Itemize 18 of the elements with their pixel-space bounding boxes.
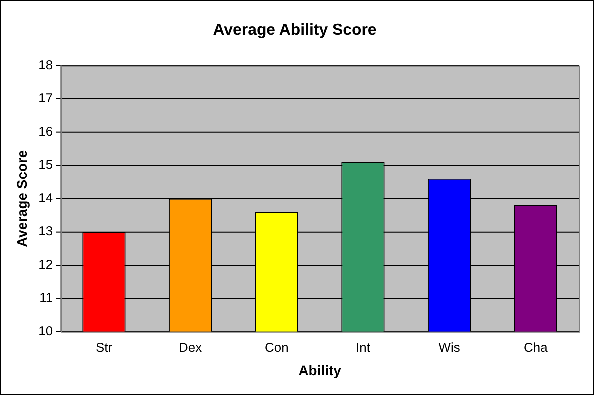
x-tick-label: Dex <box>179 340 203 356</box>
y-tick-label: 14 <box>38 190 54 206</box>
y-tick-label: 12 <box>38 256 54 272</box>
x-tick-label: Int <box>356 340 371 356</box>
x-axis-title: Ability <box>298 362 342 379</box>
y-tick-label: 13 <box>38 224 54 239</box>
y-axis-title: Average Score <box>14 150 30 248</box>
x-tick-label: Str <box>96 340 114 356</box>
y-tick-label: 18 <box>38 57 54 72</box>
x-tick-label: Wis <box>438 340 460 356</box>
y-tick-label: 11 <box>40 290 54 306</box>
x-tick-label: Con <box>265 340 289 356</box>
y-tick-label: 17 <box>38 90 54 106</box>
x-tick-label: Cha <box>524 340 549 356</box>
y-tick-label: 10 <box>38 323 54 338</box>
chart-title: Average Ability Score <box>213 22 377 39</box>
y-tick-label: 15 <box>38 157 54 172</box>
y-tick-label: 16 <box>38 124 54 139</box>
